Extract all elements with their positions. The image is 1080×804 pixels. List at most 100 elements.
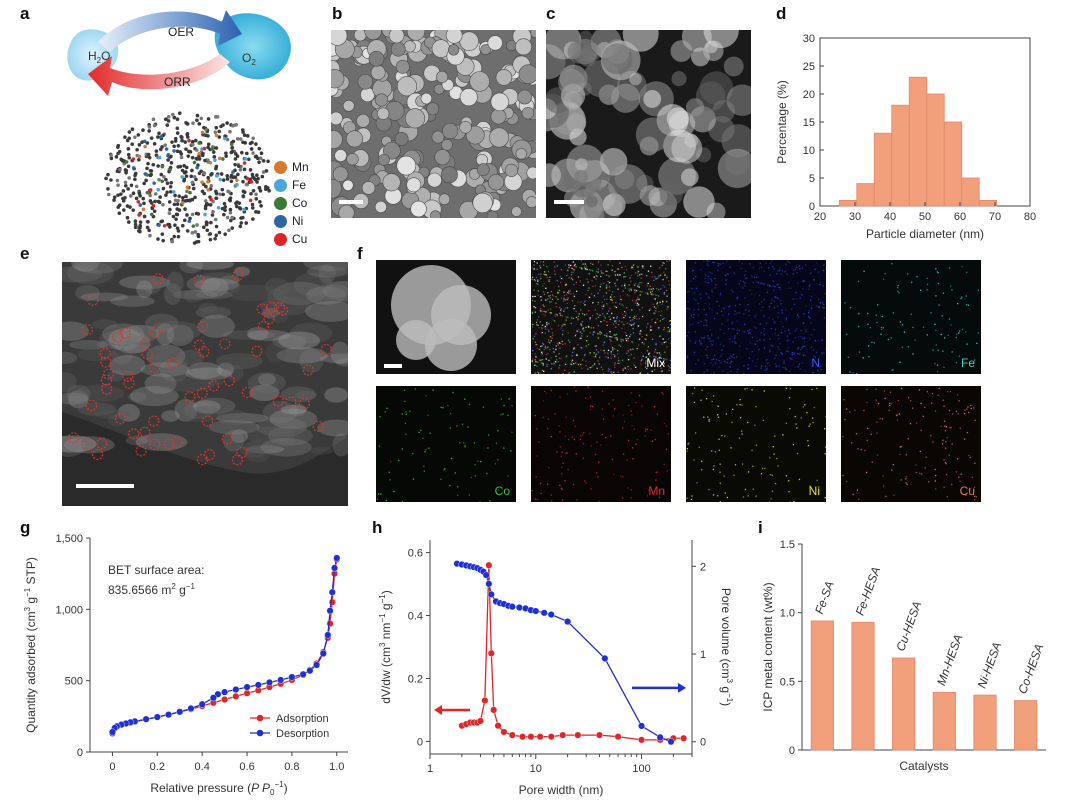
single-atom-marker xyxy=(257,320,270,332)
panel-letter-d: d xyxy=(776,4,787,23)
data-point xyxy=(209,694,217,702)
data-point xyxy=(667,738,675,746)
y2-axis-label: Pore volume (cm3 g−1) xyxy=(719,588,734,706)
data-point xyxy=(326,620,334,628)
single-atom-marker xyxy=(263,313,275,325)
y-tick-label: 0 xyxy=(77,747,83,759)
data-point xyxy=(328,598,336,606)
scale-bar xyxy=(384,364,402,368)
single-atom-marker xyxy=(135,445,147,457)
data-point xyxy=(328,588,336,596)
data-point xyxy=(536,733,544,741)
x-tick-label: 40 xyxy=(884,211,896,223)
data-point xyxy=(508,731,516,739)
data-point xyxy=(198,700,206,708)
cu-dot-icon xyxy=(274,233,287,246)
bar-category-label: Mn-HESA xyxy=(934,632,965,687)
y-tick-label: 1,500 xyxy=(55,533,83,545)
single-atom-marker xyxy=(101,383,113,395)
panel-letter-c: c xyxy=(546,4,556,23)
data-point xyxy=(574,731,582,739)
element-legend: Mn Fe Co Ni Cu xyxy=(274,160,334,250)
y-tick-label: 1,000 xyxy=(55,604,83,616)
single-atom-marker xyxy=(141,348,153,360)
data-point xyxy=(165,711,173,719)
single-atom-marker xyxy=(163,438,175,450)
data-point xyxy=(595,731,603,739)
eds-map-cu: Cu xyxy=(841,386,981,502)
data-point xyxy=(638,736,646,744)
data-point xyxy=(508,603,516,611)
scale-bar xyxy=(339,200,363,204)
single-atom-marker xyxy=(219,338,231,350)
data-point xyxy=(277,676,285,684)
panel-letter-i: i xyxy=(758,518,763,537)
y2-tick-label: 1 xyxy=(700,649,706,661)
series-line xyxy=(461,565,684,741)
map-label-mn: Mn xyxy=(648,484,665,498)
histogram-bar xyxy=(943,121,963,207)
bar-category-label: Fe-HESA xyxy=(853,565,883,617)
data-point xyxy=(476,717,484,725)
data-point xyxy=(243,689,251,697)
y2-tick-label: 0 xyxy=(700,737,706,749)
single-atom-marker xyxy=(196,320,209,333)
data-point xyxy=(527,733,535,741)
single-atom-marker xyxy=(251,345,263,357)
single-atom-marker xyxy=(285,396,297,408)
single-atom-marker xyxy=(91,448,104,461)
data-point xyxy=(333,554,341,562)
eds-map-haadf xyxy=(376,260,516,374)
single-atom-marker xyxy=(208,380,220,392)
single-atom-marker xyxy=(122,370,134,382)
bar xyxy=(810,620,834,751)
data-point xyxy=(108,728,116,736)
single-atom-marker xyxy=(201,415,214,427)
single-atom-marker xyxy=(302,364,314,376)
eds-map-ni: Ni xyxy=(686,386,826,502)
eds-map-mix: Mix xyxy=(531,260,671,374)
single-atom-marker xyxy=(298,398,311,410)
single-atom-marker xyxy=(149,326,162,338)
single-atom-marker xyxy=(273,302,286,314)
x-tick-label: 1.0 xyxy=(329,761,344,773)
bar-category-label: Cu-HESA xyxy=(893,599,924,653)
histogram-bar xyxy=(838,199,858,207)
scale-bar xyxy=(76,484,134,488)
y-tick-label: 500 xyxy=(65,676,83,688)
bar xyxy=(1014,700,1038,751)
legend-label: Adsorption xyxy=(276,713,329,725)
single-atom-marker xyxy=(102,368,115,380)
data-point xyxy=(485,561,493,569)
data-point xyxy=(187,704,195,712)
x-axis-label: Catalysts xyxy=(899,759,948,773)
tem-image-c xyxy=(546,30,751,218)
oer-label: OER xyxy=(168,25,194,39)
y-tick-label: 0.2 xyxy=(408,673,423,685)
y-tick-label: 0.5 xyxy=(780,676,795,688)
high-entropy-single-atom-sphere xyxy=(104,111,271,245)
y-tick-label: 5 xyxy=(809,173,815,185)
panel-letter-f: f xyxy=(357,244,363,263)
data-point xyxy=(485,580,493,588)
single-atom-marker xyxy=(231,454,244,466)
x-tick-label: 30 xyxy=(849,211,861,223)
map-label-co: Co xyxy=(494,484,510,498)
legend-swatch-marker xyxy=(256,714,264,722)
single-atom-marker xyxy=(272,395,284,407)
data-point xyxy=(601,654,609,662)
single-atom-marker xyxy=(100,356,112,368)
data-point xyxy=(481,696,489,704)
chart-g-n2-isotherm: 0 0.2 0.4 0.6 0.8 1.0 0 500 1,000 1,500 Adsorption… xyxy=(23,533,348,797)
y-tick-label: 15 xyxy=(803,117,815,129)
single-atom-marker xyxy=(171,436,183,449)
histogram-bar xyxy=(891,104,910,207)
data-point xyxy=(559,731,567,739)
panel-letter-a: a xyxy=(20,4,30,23)
map-label-cu: Cu xyxy=(959,484,975,498)
data-point xyxy=(254,681,262,689)
data-point xyxy=(482,571,490,579)
data-point xyxy=(319,650,327,658)
data-point xyxy=(487,649,495,657)
data-point xyxy=(564,618,572,626)
